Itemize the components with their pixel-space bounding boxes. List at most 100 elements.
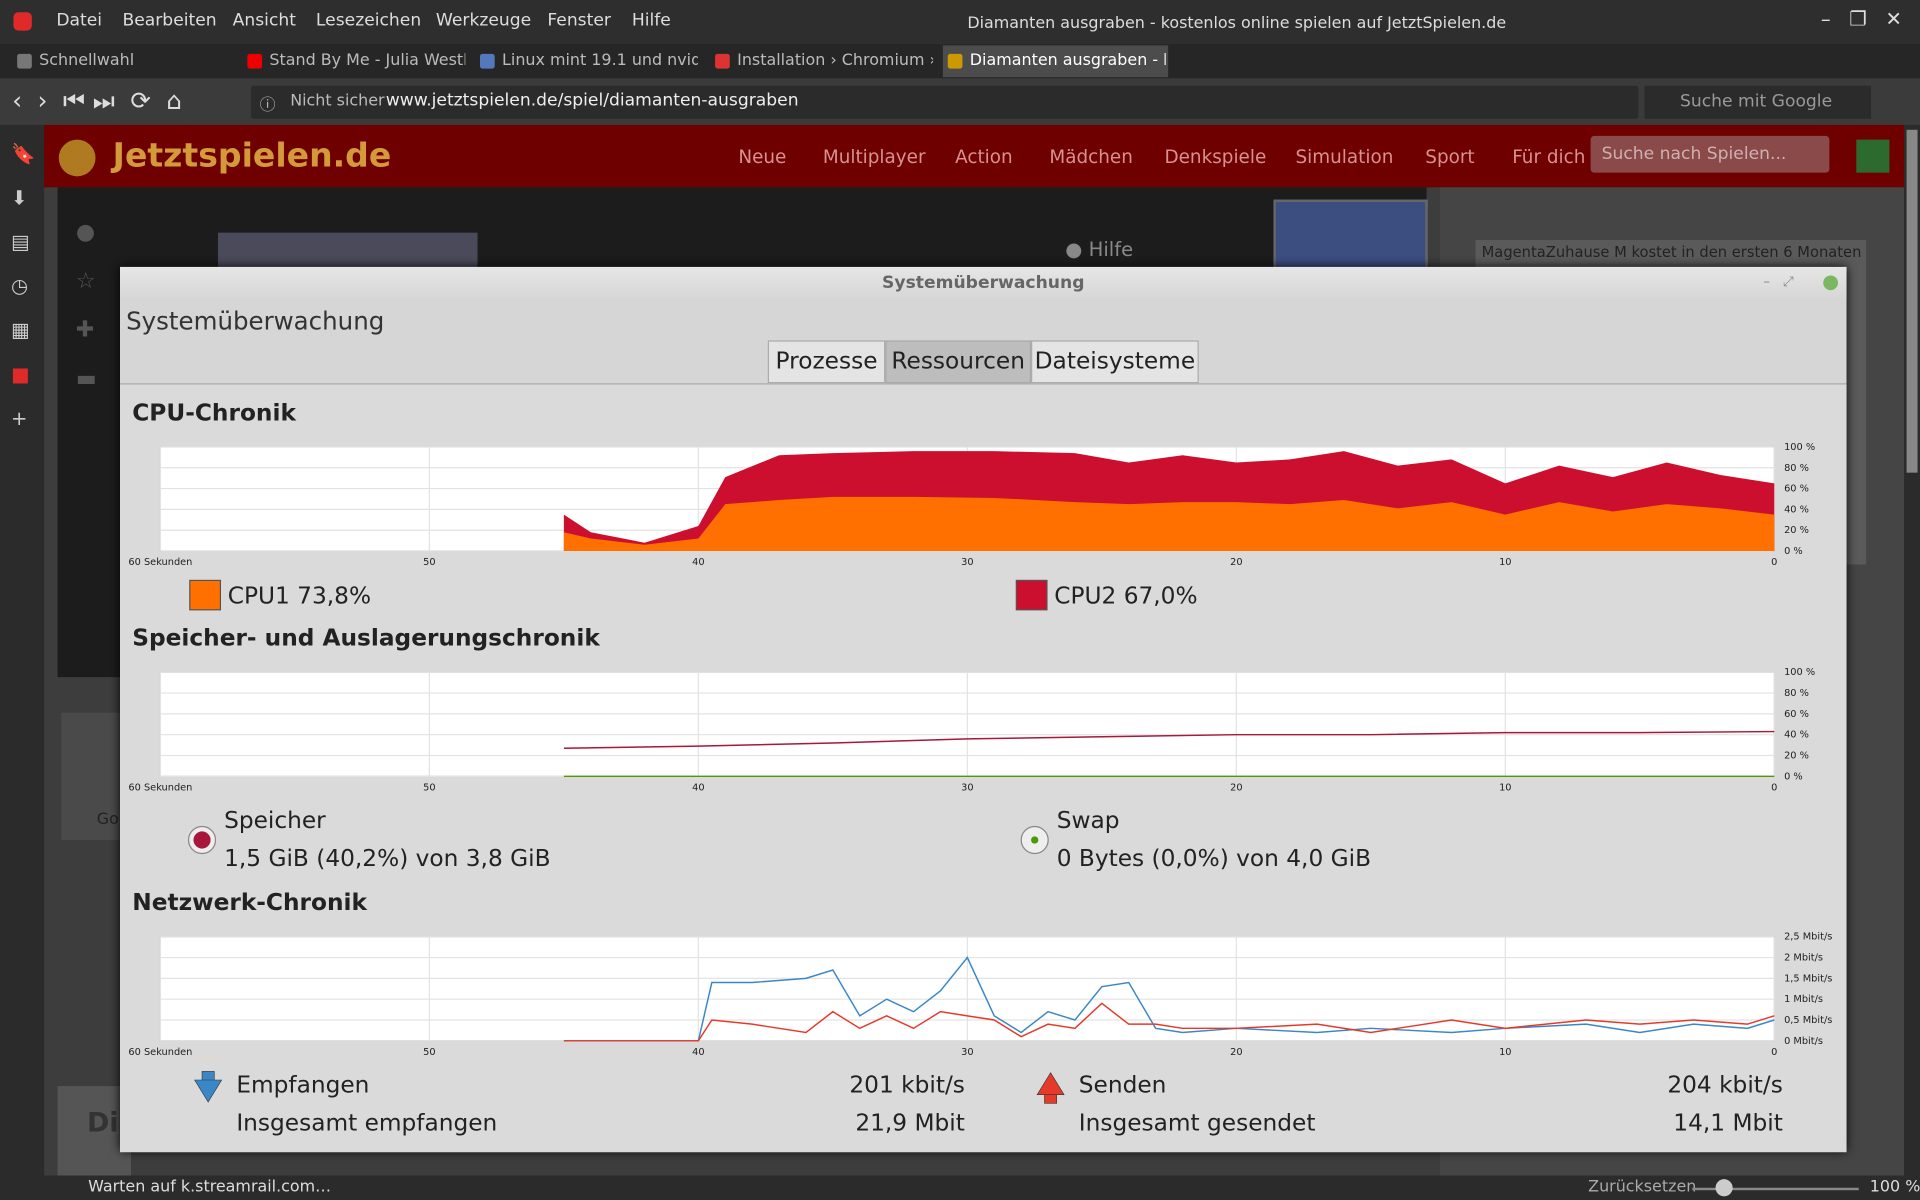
- account-button[interactable]: [1856, 139, 1890, 173]
- legend-reading: 1,5 GiB (40,2%) von 3,8 GiB: [224, 845, 550, 872]
- zoom-slider[interactable]: [1692, 1187, 1859, 1191]
- tab-icon: [17, 53, 32, 69]
- menu-item[interactable]: Datei: [56, 11, 103, 31]
- menu-item[interactable]: Bearbeiten: [122, 11, 217, 31]
- legend-label: CPU1 73,8%: [228, 582, 371, 609]
- y-tick-label: 0 %: [1784, 771, 1803, 782]
- tab-icon: [480, 53, 495, 69]
- tab-icon: [715, 53, 730, 69]
- help-link[interactable]: ● Hilfe: [1065, 237, 1134, 261]
- site-nav-item[interactable]: Denkspiele: [1164, 145, 1267, 168]
- browser-logo[interactable]: [13, 12, 32, 31]
- tab-label: Installation › Chromium › W: [737, 51, 933, 70]
- y-tick-label: 80 %: [1784, 688, 1809, 699]
- x-tick-label: 10: [1499, 1047, 1511, 1058]
- chart-title: Speicher- und Auslagerungschronik: [132, 625, 600, 652]
- menu-item[interactable]: Werkzeuge: [435, 11, 532, 31]
- scrollbar-thumb[interactable]: [1906, 129, 1918, 473]
- info-icon: ⓘ: [259, 96, 276, 116]
- site-logo-icon[interactable]: [58, 139, 96, 177]
- monitor-tab[interactable]: [1031, 340, 1199, 384]
- tab-label: Stand By Me - Julia Westlin: [269, 51, 466, 70]
- game-icons[interactable]: ● ☆ ✚ ▬: [75, 219, 97, 392]
- site-nav-item[interactable]: Simulation: [1295, 145, 1394, 168]
- site-logo[interactable]: Jetztspielen.de: [112, 137, 392, 176]
- menu-item[interactable]: Fenster: [547, 11, 611, 31]
- url: www.jetztspielen.de/spiel/diamanten-ausg…: [385, 90, 799, 111]
- usage-dot: [193, 831, 211, 849]
- y-tick-label: 2,5 Mbit/s: [1784, 932, 1832, 943]
- x-tick-label: 50: [423, 557, 435, 568]
- game-thumb[interactable]: [1273, 199, 1428, 274]
- site-nav-item[interactable]: Neue: [738, 145, 787, 168]
- site-search[interactable]: [1590, 135, 1830, 173]
- monitor-tab[interactable]: [767, 340, 886, 384]
- nav-buttons[interactable]: ‹ › ⏮ ⏭ ⟳ ⌂: [12, 85, 183, 116]
- legend-reading: 0 Bytes (0,0%) von 4,0 GiB: [1057, 845, 1371, 872]
- legend-name: CPU1: [228, 582, 290, 609]
- legend-swatch: [189, 579, 222, 611]
- tab[interactable]: [710, 45, 936, 78]
- x-tick-label: 50: [423, 782, 435, 793]
- monitor-tab-label: Ressourcen: [891, 347, 1025, 375]
- address-field[interactable]: [251, 85, 1639, 119]
- tab[interactable]: [475, 45, 701, 78]
- monitor-tab-label: Dateisysteme: [1034, 347, 1196, 375]
- x-tick-label: 0: [1771, 782, 1777, 793]
- site-nav-item[interactable]: Action: [955, 145, 1013, 168]
- x-tick-label: 20: [1230, 557, 1242, 568]
- menu-item[interactable]: Lesezeichen: [315, 11, 422, 31]
- x-tick-label: 20: [1230, 1047, 1242, 1058]
- x-tick-label: 60 Sekunden: [128, 1047, 192, 1058]
- x-tick-label: 40: [692, 782, 704, 793]
- total-label: Insgesamt gesendet: [1079, 1110, 1316, 1137]
- site-nav-item[interactable]: Sport: [1425, 145, 1475, 168]
- history-line: [563, 1002, 1775, 1042]
- window-title: Diamanten ausgraben - kostenlos online s…: [967, 14, 1507, 34]
- chart-title: Netzwerk-Chronik: [132, 889, 367, 916]
- status-text: Warten auf k.streamrail.com…: [88, 1177, 332, 1197]
- site-nav-item[interactable]: Mädchen: [1049, 145, 1133, 168]
- zoom-reset[interactable]: Zurücksetzen: [1588, 1177, 1697, 1197]
- tab-icon: [947, 53, 963, 69]
- monitor-title: Systemüberwachung: [882, 273, 1085, 293]
- menu-item[interactable]: Ansicht: [232, 11, 296, 31]
- monitor-close[interactable]: [1823, 275, 1838, 291]
- search-placeholder: Suche mit Google: [1680, 91, 1833, 112]
- legend-name: Empfangen: [236, 1072, 369, 1099]
- tab-label: Diamanten ausgraben - ko: [969, 51, 1166, 70]
- x-tick-label: 10: [1499, 557, 1511, 568]
- x-tick-label: 0: [1771, 557, 1777, 568]
- search-field[interactable]: [1644, 85, 1872, 119]
- direction-arrow: [1036, 1072, 1065, 1104]
- y-tick-label: 0 Mbit/s: [1784, 1036, 1823, 1047]
- legend-reading: 204 kbit/s: [1667, 1072, 1783, 1099]
- y-tick-label: 1 Mbit/s: [1784, 994, 1823, 1005]
- side-panel-icons[interactable]: 🔖 ⬇ ▤ ◷ ▦ ■ +: [11, 142, 36, 430]
- total-value: 14,1 Mbit: [1673, 1110, 1783, 1137]
- window-controls[interactable]: – ❐ ✕: [1820, 7, 1902, 31]
- legend-reading: 201 kbit/s: [849, 1072, 965, 1099]
- tab[interactable]: [12, 45, 221, 78]
- site-search-placeholder: Suche nach Spielen...: [1601, 144, 1787, 165]
- tab[interactable]: [242, 45, 468, 78]
- site-nav-item[interactable]: Multiplayer: [822, 145, 926, 168]
- x-tick-label: 40: [692, 1047, 704, 1058]
- tab[interactable]: [942, 45, 1169, 78]
- monitor-minmax[interactable]: – ⤢: [1763, 273, 1794, 289]
- y-tick-label: 100 %: [1784, 667, 1815, 678]
- security-label: Nicht sicher: [290, 91, 385, 111]
- y-tick-label: 40 %: [1784, 730, 1809, 741]
- tab-icon: [247, 53, 263, 69]
- site-nav-item[interactable]: Für dich: [1512, 145, 1586, 168]
- y-tick-label: 20 %: [1784, 751, 1809, 762]
- y-tick-label: 2 Mbit/s: [1784, 953, 1823, 964]
- zoom-level: 100 %: [1869, 1177, 1920, 1197]
- legend-reading: 73,8%: [297, 582, 371, 609]
- legend-name: Senden: [1079, 1072, 1167, 1099]
- zoom-handle[interactable]: [1715, 1179, 1733, 1197]
- menu-item[interactable]: Hilfe: [631, 11, 671, 31]
- monitor-tab[interactable]: [885, 340, 1032, 384]
- y-tick-label: 40 %: [1784, 504, 1809, 515]
